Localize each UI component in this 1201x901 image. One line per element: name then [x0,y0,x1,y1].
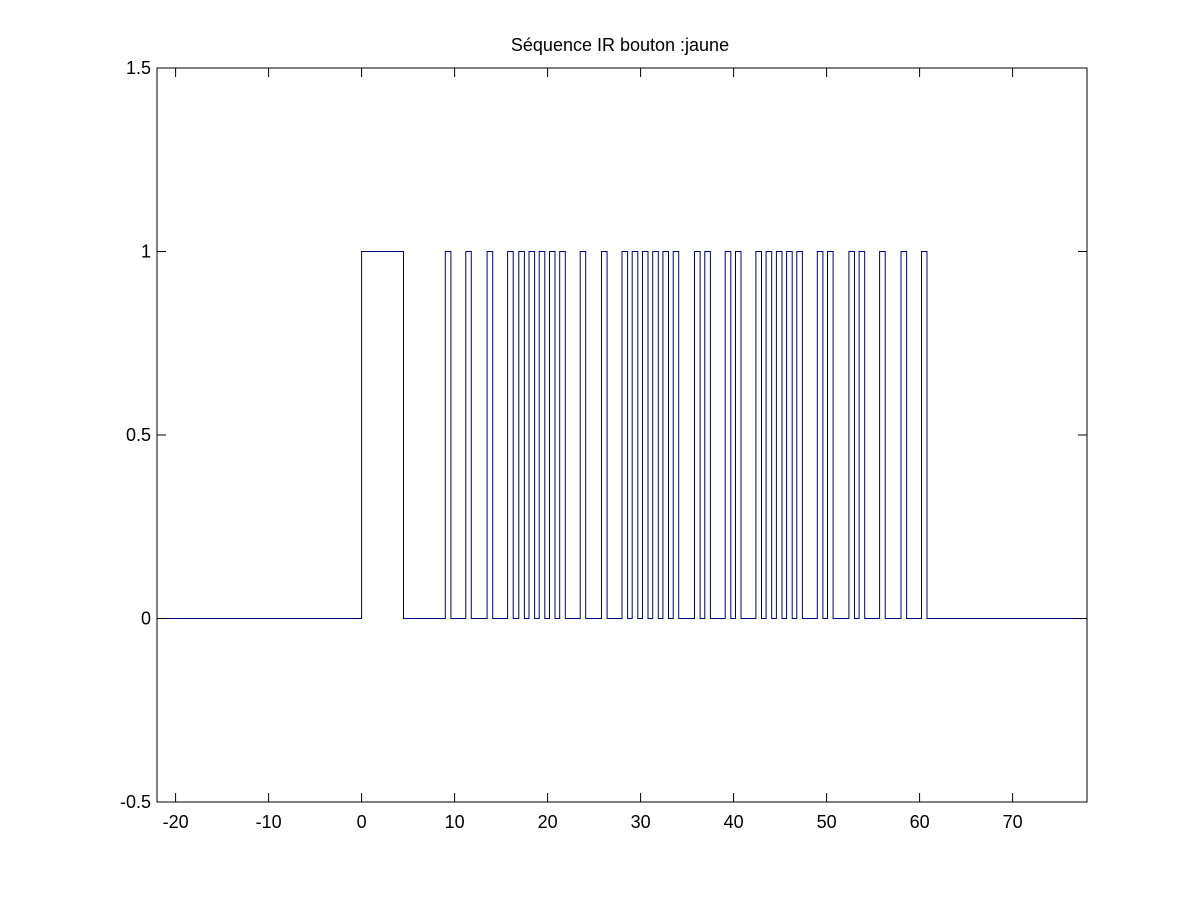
series-line-0 [157,251,1087,619]
x-tick-label: -10 [256,812,282,832]
y-tick-label: -0.5 [120,792,151,812]
x-tick-label: 0 [357,812,367,832]
axis-ticks: -20 -10 0 10 20 30 40 50 60 70 -0.5 0 0.5 1 1.5 [120,58,1087,832]
plot-frame [156,67,1088,803]
y-tick-label: 0 [141,609,151,629]
y-tick-label: 1 [141,242,151,262]
chart-title: Séquence IR bouton :jaune [511,35,729,55]
y-tick-label: 1.5 [126,58,151,78]
y-tick-label: 0.5 [126,425,151,445]
x-tick-label: 20 [538,812,558,832]
x-tick-label: 40 [724,812,744,832]
x-tick-label: 50 [817,812,837,832]
x-tick-label: 10 [445,812,465,832]
series-layer [157,251,1087,619]
x-tick-label: 60 [910,812,930,832]
x-tick-label: 30 [631,812,651,832]
x-tick-label: -20 [163,812,189,832]
x-tick-label: 70 [1003,812,1023,832]
